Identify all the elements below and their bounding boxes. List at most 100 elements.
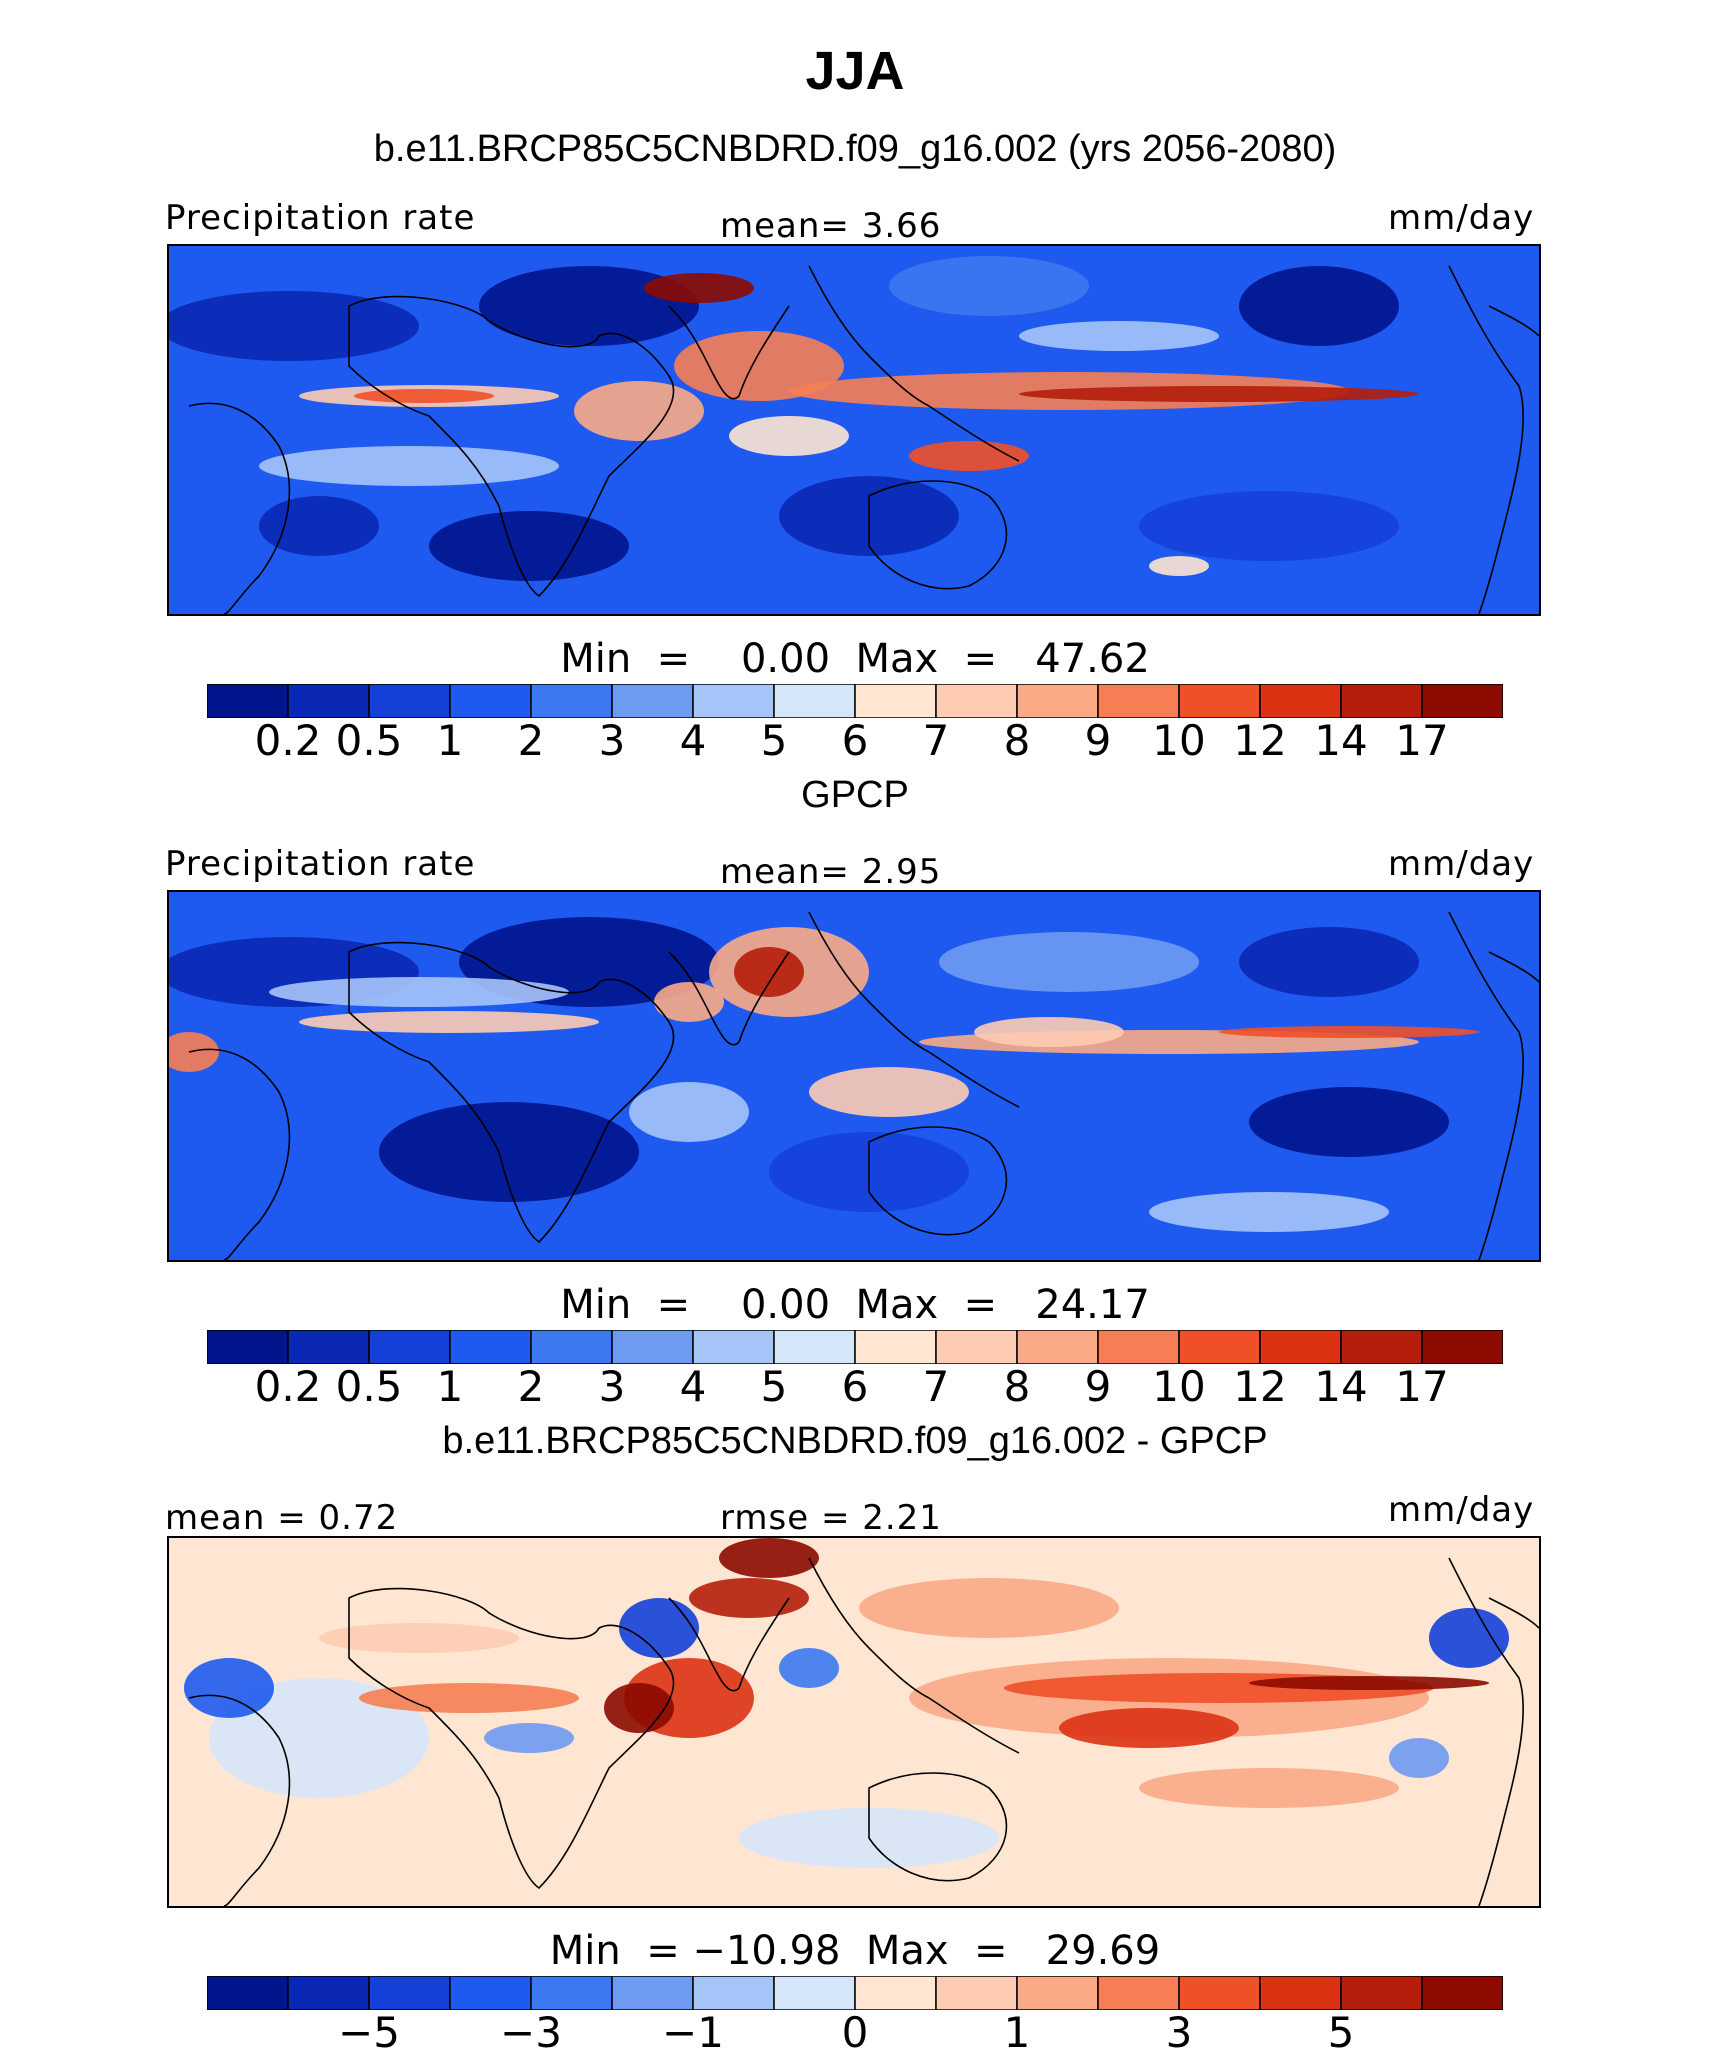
panel-2-units-label: mm/day — [1388, 844, 1535, 884]
coastline — [1448, 1557, 1524, 1906]
field-contour-region — [359, 1683, 579, 1713]
colorbar-tick-label: 0.2 — [254, 1362, 322, 1411]
field-contour-region — [674, 331, 844, 401]
field-contour-region — [429, 511, 629, 581]
field-contour-region — [209, 1678, 429, 1798]
field-contour-region — [1219, 1026, 1479, 1038]
colorbar-swatch — [611, 684, 694, 718]
field-contour-region — [1239, 266, 1399, 346]
colorbar-tick-label: 14 — [1314, 1362, 1368, 1411]
field-contour-region — [169, 1032, 219, 1072]
field-contour-region — [654, 982, 724, 1022]
panel-1-minmax: Min = 0.00 Max = 47.62 — [560, 636, 1150, 682]
colorbar-swatch — [368, 1330, 451, 1364]
field-contour-region — [259, 446, 559, 486]
colorbar-swatch — [854, 1330, 937, 1364]
coastline — [1448, 265, 1524, 614]
colorbar-swatch — [773, 1330, 856, 1364]
colorbar-tick-label: 3 — [598, 1362, 626, 1411]
colorbar-swatch — [1421, 684, 1503, 718]
colorbar-swatch — [1259, 1330, 1342, 1364]
coastline — [188, 402, 291, 614]
panel-1-colorbar-ticks: 0.2 0.5 1 2 3 4 5 6 7 8 9 10 12 14 17 — [207, 716, 1503, 766]
coastline — [348, 941, 675, 1244]
colorbar-swatch — [1340, 1976, 1423, 2010]
colorbar-swatch — [1421, 1330, 1503, 1364]
field-contour-region — [859, 1578, 1119, 1638]
field-contour-region — [974, 1017, 1124, 1047]
colorbar-swatch — [368, 1976, 451, 2010]
colorbar-swatch — [935, 684, 1018, 718]
colorbar-swatch — [449, 1330, 532, 1364]
colorbar-tick-label: 2 — [517, 1362, 545, 1411]
field-contour-region — [1019, 321, 1219, 351]
colorbar-tick-label: 9 — [1084, 716, 1112, 765]
colorbar-tick-label: 12 — [1233, 1362, 1287, 1411]
coastline — [1488, 305, 1539, 337]
coastline — [668, 305, 790, 400]
colorbar-tick-label: −1 — [662, 2008, 724, 2057]
colorbar-tick-label: 9 — [1084, 1362, 1112, 1411]
field-contour-region — [619, 1598, 699, 1658]
colorbar-swatch — [287, 684, 370, 718]
panel-3-mean-label: mean = 0.72 — [165, 1498, 399, 1538]
field-contour-region — [719, 1538, 819, 1578]
coastline — [668, 1597, 790, 1692]
colorbar-tick-label: 1 — [1003, 2008, 1031, 2057]
field-contour-region — [779, 1648, 839, 1688]
field-contour-region — [644, 273, 754, 303]
field-contour-region — [299, 1011, 599, 1033]
colorbar-swatch — [1178, 684, 1261, 718]
colorbar-tick-label: 7 — [922, 1362, 950, 1411]
panel-3-header: b.e11.BRCP85C5CNBDRD.f09_g16.002 - GPCP — [442, 1420, 1268, 1462]
field-contour-region — [1149, 1192, 1389, 1232]
colorbar-tick-label: 17 — [1395, 1362, 1449, 1411]
colorbar-swatch — [207, 684, 289, 718]
field-contour-region — [1019, 386, 1419, 402]
colorbar-swatch — [935, 1976, 1018, 2010]
colorbar-tick-label: −5 — [338, 2008, 400, 2057]
colorbar-tick-label: 8 — [1003, 1362, 1031, 1411]
coastline — [868, 1126, 1008, 1236]
colorbar-swatch — [530, 684, 613, 718]
field-contour-region — [729, 416, 849, 456]
field-contour-region — [734, 947, 804, 997]
colorbar-swatch — [530, 1976, 613, 2010]
panel-3-rmse-label: rmse = 2.21 — [720, 1498, 942, 1538]
coastline — [808, 265, 930, 407]
colorbar-tick-label: 6 — [841, 1362, 869, 1411]
colorbar-tick-label: 4 — [679, 1362, 707, 1411]
colorbar-tick-label: 3 — [1165, 2008, 1193, 2057]
colorbar-tick-label: 5 — [760, 716, 788, 765]
colorbar-swatch — [368, 684, 451, 718]
coastline — [868, 1772, 1008, 1882]
field-contour-region — [354, 389, 494, 403]
field-contour-region — [1059, 1708, 1239, 1748]
field-contour-region — [1249, 1087, 1449, 1157]
colorbar-swatch — [1016, 1976, 1099, 2010]
field-contour-region — [484, 1723, 574, 1753]
coastline — [928, 1697, 1020, 1754]
field-contour-region — [1429, 1608, 1509, 1668]
panel-1-header: b.e11.BRCP85C5CNBDRD.f09_g16.002 (yrs 20… — [373, 128, 1337, 170]
colorbar-swatch — [1340, 684, 1423, 718]
colorbar-swatch — [1259, 1976, 1342, 2010]
colorbar-swatch — [1421, 1976, 1503, 2010]
field-contour-region — [909, 441, 1029, 471]
panel-2-map — [167, 890, 1541, 1262]
colorbar-swatch — [692, 1976, 775, 2010]
colorbar-tick-label: 8 — [1003, 716, 1031, 765]
field-contour-region — [1139, 1768, 1399, 1808]
field-contour-region — [169, 291, 419, 361]
coastline — [188, 1048, 291, 1260]
colorbar-swatch — [1340, 1330, 1423, 1364]
panel-2-colorbar — [207, 1330, 1503, 1364]
coastline — [1488, 951, 1539, 983]
panel-3-colorbar — [207, 1976, 1503, 2010]
colorbar-tick-label: 17 — [1395, 716, 1449, 765]
colorbar-tick-label: 0.5 — [335, 716, 403, 765]
field-contour-region — [1389, 1738, 1449, 1778]
colorbar-tick-label: 10 — [1152, 1362, 1206, 1411]
field-contour-region — [1139, 491, 1399, 561]
field-contour-region — [269, 977, 569, 1007]
